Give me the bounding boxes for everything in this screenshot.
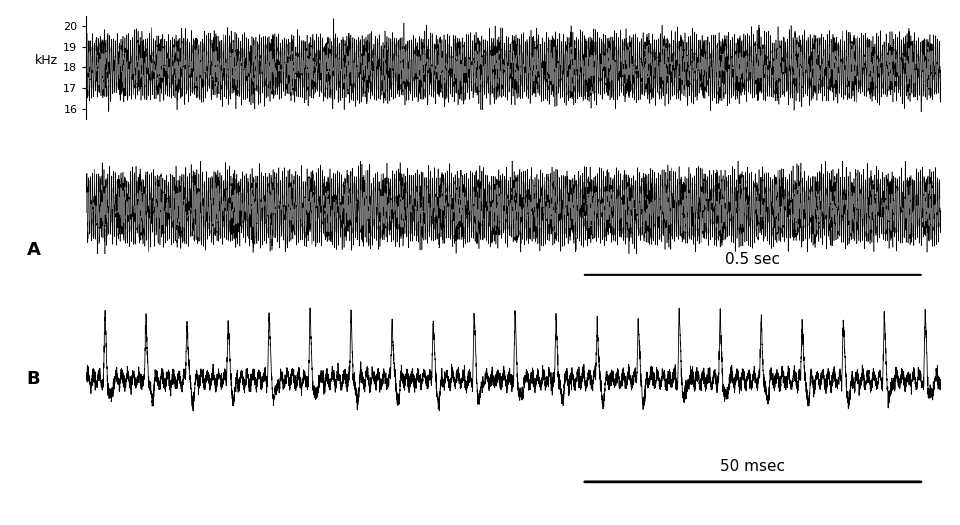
Text: 0.5 sec: 0.5 sec	[726, 253, 780, 267]
Text: B: B	[27, 370, 40, 388]
Text: A: A	[27, 241, 40, 259]
Text: 50 msec: 50 msec	[720, 458, 785, 474]
Y-axis label: kHz: kHz	[35, 55, 59, 67]
